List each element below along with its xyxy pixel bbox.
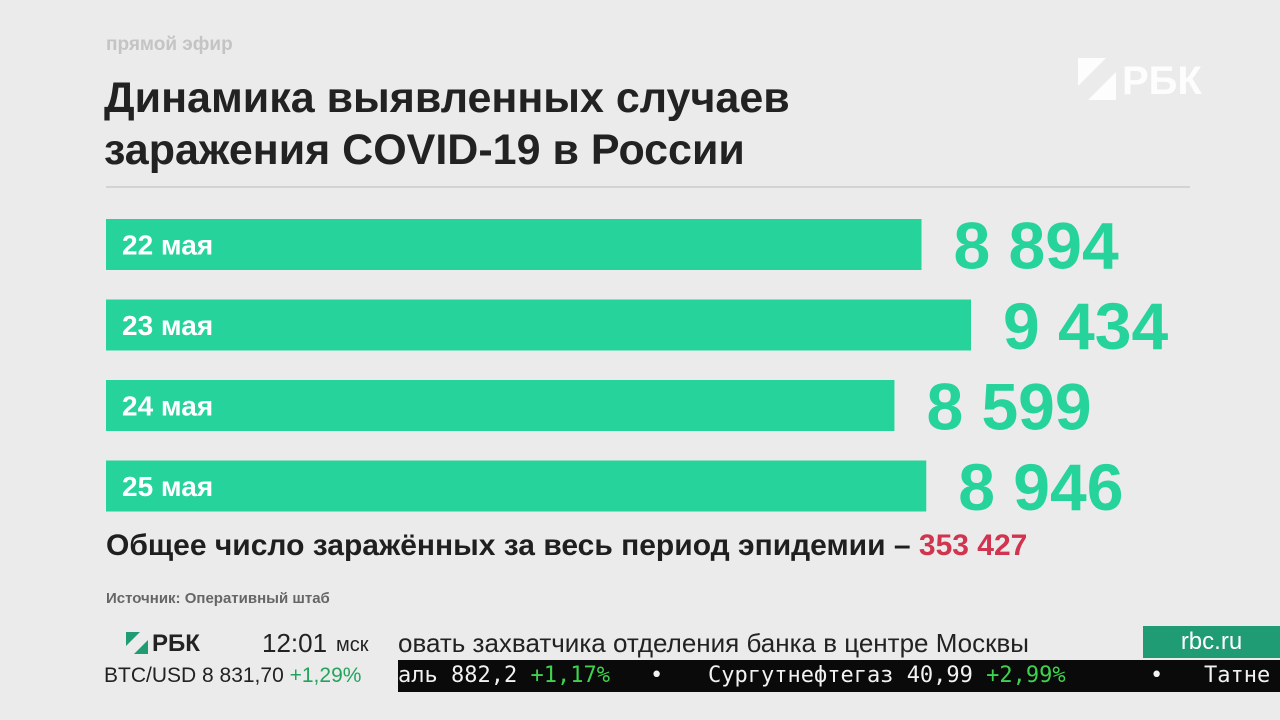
stock-item: Сургутнефтегаз 40,99 +2,99% xyxy=(708,663,1066,688)
title-divider xyxy=(106,186,1190,188)
ticker-separator: • xyxy=(650,663,664,688)
ticker-logo-text: РБК xyxy=(152,630,200,657)
stock-item: аль 882,2 +1,17% xyxy=(398,663,610,688)
stock-price: 40,99 xyxy=(906,663,973,688)
live-label: прямой эфир xyxy=(106,34,233,55)
stock-name: Татне xyxy=(1204,663,1271,688)
clock-timezone: мск xyxy=(336,634,369,656)
stock-price: 882,2 xyxy=(451,663,518,688)
site-badge: rbc.ru xyxy=(1143,626,1280,658)
stock-name: аль xyxy=(398,663,438,688)
rbc-logo-text: РБК xyxy=(1122,59,1202,102)
stock-ticker-strip: аль 882,2 +1,17% • Сургутнефтегаз 40,99 … xyxy=(398,660,1280,692)
chart-title-line-1: Динамика выявленных случаев xyxy=(104,74,790,122)
total-cases-label: Общее число заражённых за весь период эп… xyxy=(106,529,919,562)
rbc-logo: РБК xyxy=(1078,58,1202,102)
clock-time: 12:01 xyxy=(262,628,328,658)
stock-item: Татне xyxy=(1204,663,1270,688)
bar-category-label: 25 мая xyxy=(122,471,213,502)
bar-category-label: 24 мая xyxy=(122,391,213,422)
bar-4 xyxy=(106,460,927,512)
stock-name: Сургутнефтегаз xyxy=(708,663,894,688)
bar-value-label: 8 946 xyxy=(958,450,1123,524)
total-cases-value: 353 427 xyxy=(918,529,1028,562)
bar-3 xyxy=(106,380,895,431)
ticker-separator: • xyxy=(1150,663,1164,688)
btc-quote-label: BTC/USD 8 831,70 xyxy=(104,664,284,687)
btc-quote-change: +1,29% xyxy=(289,664,362,687)
btc-quote: BTC/USD 8 831,70 +1,29% xyxy=(104,664,361,688)
news-ticker: РБК 12:01 мск овать захватчика отделения… xyxy=(0,626,1280,660)
news-headline: овать захватчика отделения банка в центр… xyxy=(398,628,1029,658)
market-ticker: BTC/USD 8 831,70 +1,29% аль 882,2 +1,17%… xyxy=(0,660,1280,696)
stock-change: +1,17% xyxy=(530,663,610,688)
bar-1 xyxy=(106,219,922,270)
rbc-logo-glyph xyxy=(1078,58,1106,86)
bar-value-label: 8 599 xyxy=(926,370,1091,444)
bar-category-label: 22 мая xyxy=(122,230,213,261)
bar-category-label: 23 мая xyxy=(122,310,213,341)
bar-value-label: 8 894 xyxy=(953,209,1118,283)
ticker-rbc-logo: РБК xyxy=(126,630,210,657)
rbc-glyph-icon xyxy=(126,632,148,654)
chart-title: Динамика выявленных случаев заражения CO… xyxy=(104,72,1004,176)
chart-title-line-2: заражения COVID-19 в России xyxy=(104,126,745,174)
source-note: Источник: Оперативный штаб xyxy=(106,590,330,607)
stock-change: +2,99% xyxy=(986,663,1066,688)
bar-value-label: 9 434 xyxy=(1003,289,1168,363)
bar-2 xyxy=(106,299,971,351)
total-cases: Общее число заражённых за весь период эп… xyxy=(106,529,1027,563)
